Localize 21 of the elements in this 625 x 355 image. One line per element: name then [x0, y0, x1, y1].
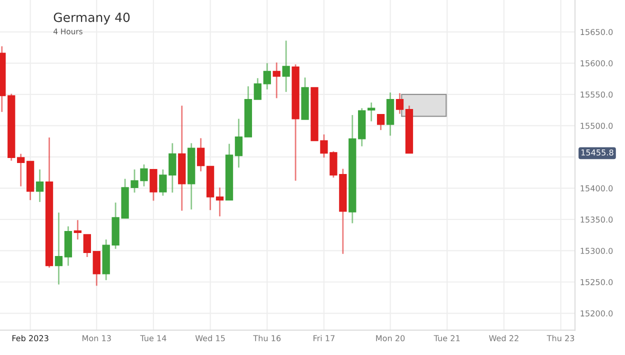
y-tick-label: 15300.0: [580, 248, 613, 254]
text: 15455.8: [581, 149, 614, 156]
y-tick-label: 15400.0: [580, 185, 613, 192]
y-tick-label: 15200.0: [580, 310, 613, 316]
y-tick-label: 15500.0: [580, 122, 613, 129]
x-tick-label: Mon 20: [376, 335, 405, 342]
x-tick-label: Thu 23: [546, 335, 574, 342]
y-tick-label: 15550.0: [580, 92, 613, 98]
x-tick-label: Feb 2023: [12, 335, 48, 342]
y-tick-label: 15350.0: [580, 216, 613, 223]
text: Germany 40: [54, 12, 130, 25]
x-tick-label: Wed 22: [489, 335, 518, 342]
y-tick-label: 15650.0: [580, 28, 613, 36]
y-tick-label: 15600.0: [580, 60, 613, 66]
x-tick-label: Mon 13: [82, 335, 111, 342]
x-tick-label: Thu 16: [253, 335, 281, 342]
x-tick-label: Fri 17: [314, 335, 334, 342]
x-tick-label: Wed 15: [195, 335, 225, 342]
x-tick-label: Tue 14: [140, 335, 166, 342]
x-tick-label: Tue 21: [434, 335, 460, 342]
y-tick-label: 15250.0: [580, 279, 613, 286]
